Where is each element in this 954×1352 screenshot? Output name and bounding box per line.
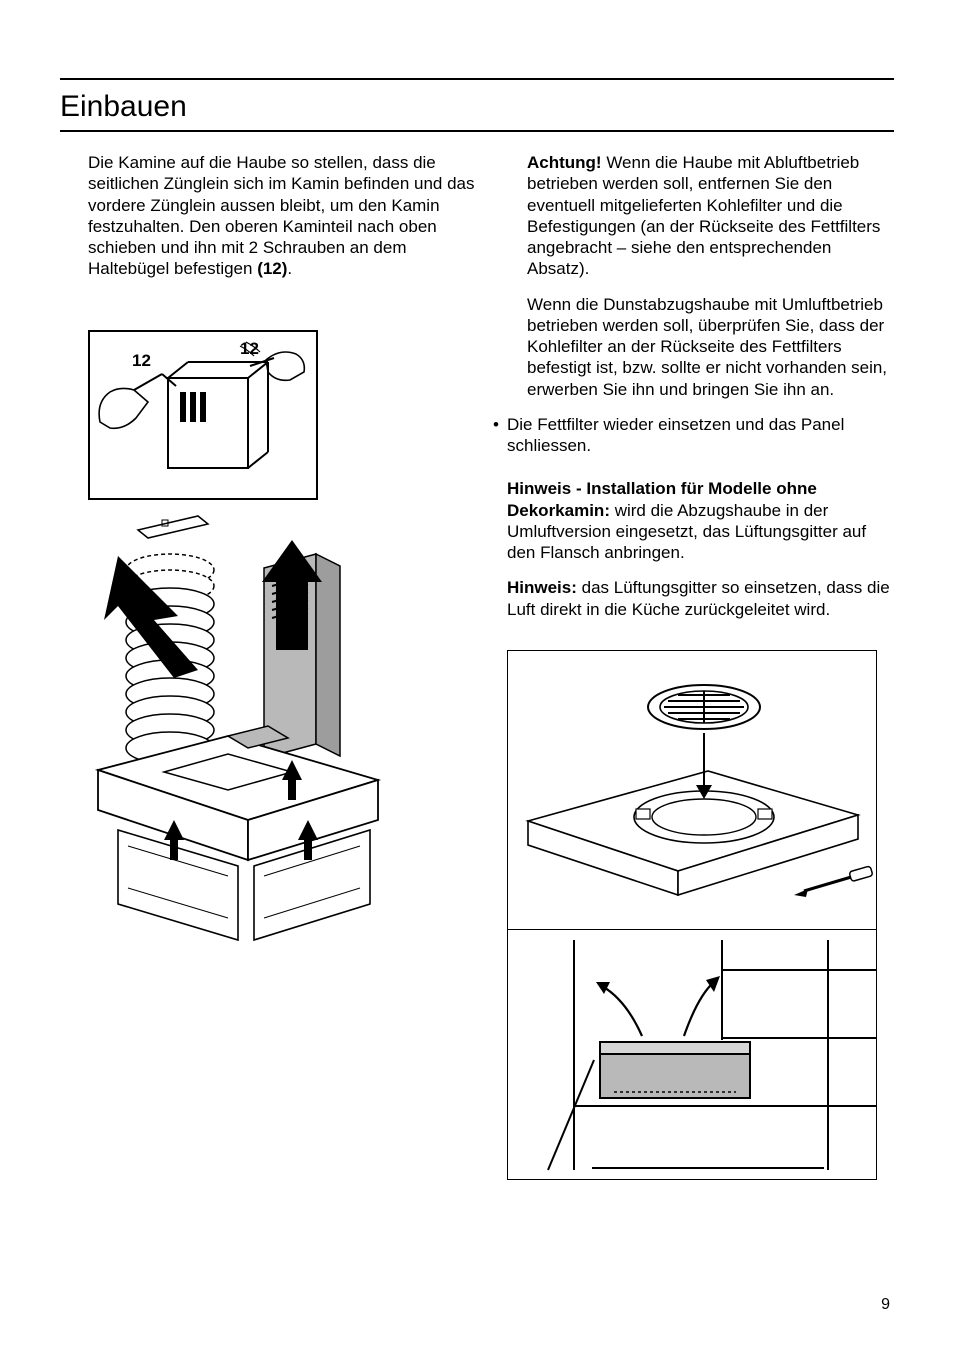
figure1-label-left: 12 (132, 350, 151, 371)
left-paragraph-1: Die Kamine auf die Haube so stellen, das… (88, 152, 475, 280)
left-para1-ref: (12) (257, 259, 287, 278)
figure-step12: 12 12 (88, 330, 318, 500)
hinweis2-label: Hinweis: (507, 578, 577, 597)
figure-assembly (78, 510, 418, 980)
achtung-label: Achtung! (527, 153, 602, 172)
two-column-layout: Die Kamine auf die Haube so stellen, das… (60, 152, 894, 1180)
figure4-svg (508, 930, 877, 1180)
right-para-achtung: Achtung! Wenn die Haube mit Abluftbetrie… (507, 152, 894, 280)
figure2-svg (78, 510, 418, 980)
left-column: Die Kamine auf die Haube so stellen, das… (60, 152, 475, 1180)
section-title: Einbauen (60, 88, 894, 128)
right-column: Achtung! Wenn die Haube mit Abluftbetrie… (503, 152, 894, 1180)
figure1-svg (90, 332, 316, 498)
title-rule-top (60, 78, 894, 80)
title-rule-bottom (60, 130, 894, 132)
page-number: 9 (881, 1296, 890, 1314)
figure3-svg (508, 651, 877, 930)
bullet-text: Die Fettfilter wieder einsetzen und das … (507, 414, 894, 457)
right-para-umluft: Wenn die Dunstabzugshaube mit Umluftbetr… (507, 294, 894, 400)
figure1-label-right: 12 (240, 338, 259, 359)
figure-grille-mount (507, 650, 877, 930)
figure-airflow (507, 930, 877, 1180)
bullet-fettfilter: • Die Fettfilter wieder einsetzen und da… (507, 414, 894, 457)
right-para-hinweis1: Hinweis - Installation für Modelle ohne … (507, 478, 894, 563)
bullet-dot-icon: • (487, 414, 493, 457)
left-para1-suffix: . (287, 259, 292, 278)
page: Einbauen Die Kamine auf die Haube so ste… (0, 0, 954, 1352)
right-para-hinweis2: Hinweis: das Lüftungsgitter so einsetzen… (507, 577, 894, 620)
